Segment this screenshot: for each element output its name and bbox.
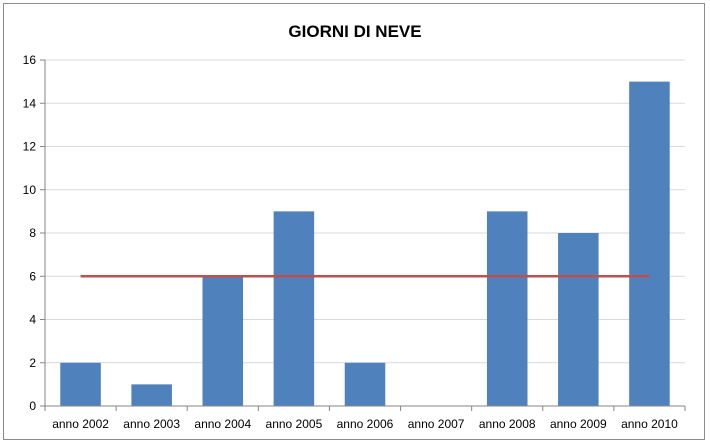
axes: 0 2 4 6 8 10 12 14 16 anno 2002 anno 2003 anno 2004… [23,53,686,431]
y-tick-label: 10 [23,183,37,197]
y-tick-label: 6 [29,269,36,283]
bar [344,362,386,406]
bar [629,81,670,406]
bar [273,211,315,406]
y-tick-label: 4 [29,313,36,327]
bar [60,362,101,406]
x-tick-label: anno 2002 [52,417,109,431]
y-tick-label: 12 [23,140,37,154]
bar [131,384,172,406]
bar [558,233,599,406]
x-tick-label: anno 2005 [266,417,323,431]
x-tick-label: anno 2010 [621,417,678,431]
x-tick-label: anno 2008 [479,417,536,431]
y-tick-label: 8 [29,226,36,240]
y-tick-label: 14 [23,96,37,110]
chart-title: GIORNI DI NEVE [288,22,422,41]
y-tick-label: 16 [23,53,37,67]
x-tick-label: anno 2004 [194,417,251,431]
y-tick-label: 2 [29,356,36,370]
x-tick-label: anno 2009 [550,417,607,431]
x-tick-label: anno 2006 [337,417,394,431]
x-tick-label: anno 2003 [123,417,180,431]
bar [202,276,244,406]
x-tick-label: anno 2007 [408,417,465,431]
bar [486,211,528,406]
y-tick-label: 0 [29,399,36,413]
bars [60,81,670,406]
